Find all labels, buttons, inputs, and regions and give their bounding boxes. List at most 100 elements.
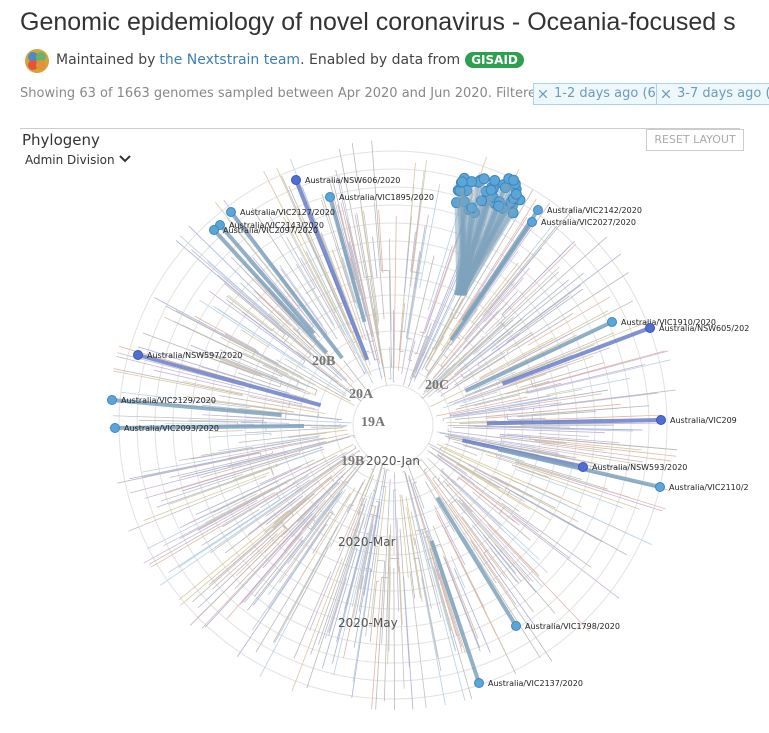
branch: [190, 344, 305, 391]
branch: [410, 511, 432, 609]
branch: [442, 365, 567, 409]
maintained-text: Maintained by: [56, 52, 156, 68]
branch: [300, 257, 366, 375]
branch: [479, 337, 554, 379]
branch: [429, 575, 442, 618]
branch: [117, 452, 261, 484]
branch: [250, 400, 326, 415]
tip: [510, 188, 522, 200]
branch: [534, 440, 677, 457]
branch: [365, 314, 370, 317]
branch: [239, 282, 363, 397]
filter-tag[interactable]: 3-7 days ago (1: [656, 83, 769, 105]
branch: [129, 452, 259, 480]
branch: [336, 482, 379, 643]
branch: [217, 274, 312, 356]
remove-icon[interactable]: [662, 90, 670, 98]
branch: [351, 569, 372, 699]
branch: [282, 525, 286, 529]
branch: [471, 262, 519, 324]
branch: [506, 350, 509, 354]
branch: [443, 250, 519, 356]
branch: [291, 499, 326, 538]
tip: [209, 225, 219, 235]
branch: [450, 308, 478, 346]
branch: [489, 547, 517, 583]
branch: [252, 256, 320, 338]
branch: [449, 434, 566, 458]
highlight-branch: [464, 320, 613, 393]
branch: [463, 331, 533, 379]
branch: [369, 486, 387, 628]
reset-layout-button[interactable]: RESET LAYOUT: [646, 129, 744, 151]
branch: [470, 540, 553, 662]
branch: [416, 245, 453, 354]
branch: [359, 524, 374, 590]
branch: [353, 392, 356, 395]
branch: [237, 372, 281, 388]
branch: [251, 207, 338, 340]
branch: [197, 434, 354, 477]
branch: [369, 581, 377, 642]
branch: [448, 436, 451, 441]
branch: [165, 305, 289, 371]
branch: [495, 266, 560, 328]
branch: [435, 330, 514, 392]
branch: [436, 569, 463, 652]
clade-label: 20B: [312, 354, 335, 369]
branch: [527, 359, 671, 394]
branch: [259, 447, 357, 509]
branch: [538, 433, 589, 437]
branch: [451, 498, 457, 504]
branch: [383, 535, 390, 702]
branch: [373, 202, 385, 319]
branch: [427, 312, 454, 361]
branch: [310, 459, 366, 530]
branch: [450, 555, 466, 589]
branch: [228, 294, 355, 395]
branch: [406, 463, 425, 509]
remove-icon[interactable]: [539, 90, 547, 98]
branch: [436, 514, 497, 636]
branch: [381, 479, 391, 644]
branch: [371, 469, 387, 573]
tip-label: Australia/VIC2142/2020: [547, 206, 642, 215]
filter-tag[interactable]: 1-2 days ago (6): [533, 83, 666, 105]
branch: [212, 355, 301, 390]
branch: [485, 454, 562, 479]
branch: [461, 516, 534, 613]
highlight-branch: [212, 228, 329, 355]
branch: [363, 210, 380, 322]
branch: [265, 453, 354, 517]
highlight-branch: [429, 540, 481, 684]
branch: [499, 435, 567, 444]
tip-label: Australia/VIC2129/2020: [121, 396, 216, 405]
highlight-branch: [111, 398, 282, 418]
branch: [409, 322, 432, 380]
branch: [431, 267, 530, 381]
branch: [433, 568, 473, 700]
branch: [320, 232, 367, 353]
branch: [116, 355, 245, 389]
branch: [434, 505, 466, 565]
branch: [169, 464, 280, 505]
maintainer-link[interactable]: the Nextstrain team: [159, 52, 301, 68]
branch: [404, 471, 434, 588]
branch: [197, 353, 259, 377]
branch: [435, 561, 463, 648]
branch: [464, 247, 542, 340]
branch: [434, 297, 464, 350]
branch: [321, 193, 356, 303]
branch: [423, 470, 517, 606]
branch: [405, 496, 416, 546]
color-by-dropdown[interactable]: Admin Division: [25, 153, 131, 167]
branch: [277, 310, 301, 334]
gisaid-badge[interactable]: GISAID: [465, 52, 524, 68]
branch: [272, 462, 349, 529]
branch: [487, 397, 557, 410]
branch: [201, 446, 253, 456]
branch: [460, 373, 464, 379]
branch: [405, 251, 421, 339]
branch: [227, 433, 349, 459]
branch: [509, 490, 599, 541]
